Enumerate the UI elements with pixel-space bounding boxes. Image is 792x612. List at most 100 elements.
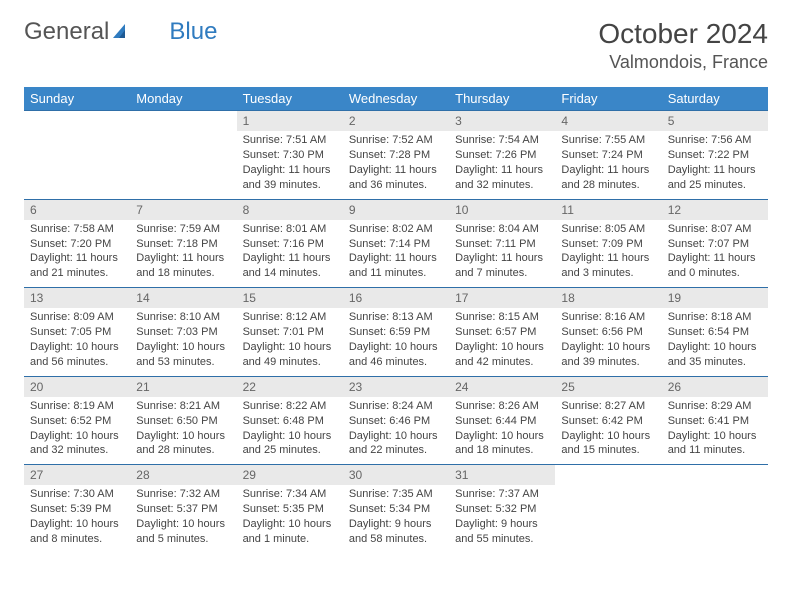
sunset-text: Sunset: 7:11 PM bbox=[455, 237, 549, 252]
col-sunday: Sunday bbox=[24, 87, 130, 111]
calendar-cell: 7 Sunrise: 7:59 AMSunset: 7:18 PMDaylight… bbox=[130, 199, 236, 288]
logo-sail-icon bbox=[111, 22, 131, 42]
calendar-cell bbox=[24, 111, 130, 200]
sunset-text: Sunset: 7:18 PM bbox=[136, 237, 230, 252]
day-number: 12 bbox=[662, 200, 768, 220]
sunset-text: Sunset: 6:52 PM bbox=[30, 414, 124, 429]
day-details: Sunrise: 7:56 AMSunset: 7:22 PMDaylight:… bbox=[662, 131, 768, 198]
day-details bbox=[24, 131, 130, 193]
logo: General Blue bbox=[24, 18, 217, 46]
calendar-cell bbox=[130, 111, 236, 200]
calendar-cell: 1Sunrise: 7:51 AMSunset: 7:30 PMDaylight… bbox=[237, 111, 343, 200]
calendar-week-row: 1Sunrise: 7:51 AMSunset: 7:30 PMDaylight… bbox=[24, 111, 768, 200]
day-details: Sunrise: 8:13 AMSunset: 6:59 PMDaylight:… bbox=[343, 308, 449, 375]
sunset-text: Sunset: 7:26 PM bbox=[455, 148, 549, 163]
sunset-text: Sunset: 6:41 PM bbox=[668, 414, 762, 429]
day-details: Sunrise: 8:22 AMSunset: 6:48 PMDaylight:… bbox=[237, 397, 343, 464]
calendar-cell: 29Sunrise: 7:34 AMSunset: 5:35 PMDayligh… bbox=[237, 465, 343, 553]
daylight-text: Daylight: 11 hours and 11 minutes. bbox=[349, 251, 443, 281]
sunset-text: Sunset: 7:28 PM bbox=[349, 148, 443, 163]
day-details: Sunrise: 7:54 AMSunset: 7:26 PMDaylight:… bbox=[449, 131, 555, 198]
sunrise-text: Sunrise: 7:59 AM bbox=[136, 222, 230, 237]
calendar-cell: 24Sunrise: 8:26 AMSunset: 6:44 PMDayligh… bbox=[449, 376, 555, 465]
daylight-text: Daylight: 11 hours and 32 minutes. bbox=[455, 163, 549, 193]
sunset-text: Sunset: 7:14 PM bbox=[349, 237, 443, 252]
calendar-cell: 17Sunrise: 8:15 AMSunset: 6:57 PMDayligh… bbox=[449, 288, 555, 377]
day-number: 4 bbox=[555, 111, 661, 131]
day-number bbox=[24, 111, 130, 131]
sunset-text: Sunset: 5:35 PM bbox=[243, 502, 337, 517]
calendar-header-row: Sunday Monday Tuesday Wednesday Thursday… bbox=[24, 87, 768, 111]
daylight-text: Daylight: 10 hours and 53 minutes. bbox=[136, 340, 230, 370]
calendar-cell: 6Sunrise: 7:58 AMSunset: 7:20 PMDaylight… bbox=[24, 199, 130, 288]
day-number: 7 bbox=[130, 200, 236, 220]
calendar-cell bbox=[662, 465, 768, 553]
day-details: Sunrise: 8:27 AMSunset: 6:42 PMDaylight:… bbox=[555, 397, 661, 464]
sunrise-text: Sunrise: 8:24 AM bbox=[349, 399, 443, 414]
sunrise-text: Sunrise: 8:29 AM bbox=[668, 399, 762, 414]
sunrise-text: Sunrise: 7:35 AM bbox=[349, 487, 443, 502]
sunset-text: Sunset: 6:57 PM bbox=[455, 325, 549, 340]
daylight-text: Daylight: 10 hours and 11 minutes. bbox=[668, 429, 762, 459]
day-details: Sunrise: 8:04 AMSunset: 7:11 PMDaylight:… bbox=[449, 220, 555, 287]
day-details: Sunrise: 8:29 AMSunset: 6:41 PMDaylight:… bbox=[662, 397, 768, 464]
day-number: 19 bbox=[662, 288, 768, 308]
day-details: Sunrise: 7:35 AMSunset: 5:34 PMDaylight:… bbox=[343, 485, 449, 552]
calendar-cell: 15Sunrise: 8:12 AMSunset: 7:01 PMDayligh… bbox=[237, 288, 343, 377]
sunrise-text: Sunrise: 8:27 AM bbox=[561, 399, 655, 414]
calendar-cell: 2Sunrise: 7:52 AMSunset: 7:28 PMDaylight… bbox=[343, 111, 449, 200]
daylight-text: Daylight: 10 hours and 5 minutes. bbox=[136, 517, 230, 547]
daylight-text: Daylight: 10 hours and 25 minutes. bbox=[243, 429, 337, 459]
sunrise-text: Sunrise: 7:51 AM bbox=[243, 133, 337, 148]
day-details: Sunrise: 8:01 AMSunset: 7:16 PMDaylight:… bbox=[237, 220, 343, 287]
sunset-text: Sunset: 6:54 PM bbox=[668, 325, 762, 340]
day-number: 1 bbox=[237, 111, 343, 131]
sunrise-text: Sunrise: 8:09 AM bbox=[30, 310, 124, 325]
sunrise-text: Sunrise: 7:54 AM bbox=[455, 133, 549, 148]
daylight-text: Daylight: 11 hours and 14 minutes. bbox=[243, 251, 337, 281]
daylight-text: Daylight: 10 hours and 22 minutes. bbox=[349, 429, 443, 459]
calendar-cell: 28Sunrise: 7:32 AMSunset: 5:37 PMDayligh… bbox=[130, 465, 236, 553]
day-details: Sunrise: 7:55 AMSunset: 7:24 PMDaylight:… bbox=[555, 131, 661, 198]
title-block: October 2024 Valmondois, France bbox=[598, 18, 768, 73]
title-month: October 2024 bbox=[598, 18, 768, 50]
day-number: 29 bbox=[237, 465, 343, 485]
sunrise-text: Sunrise: 7:32 AM bbox=[136, 487, 230, 502]
day-number: 10 bbox=[449, 200, 555, 220]
sunrise-text: Sunrise: 8:18 AM bbox=[668, 310, 762, 325]
day-number: 2 bbox=[343, 111, 449, 131]
day-number: 15 bbox=[237, 288, 343, 308]
logo-text-2: Blue bbox=[169, 18, 217, 46]
calendar-cell: 27Sunrise: 7:30 AMSunset: 5:39 PMDayligh… bbox=[24, 465, 130, 553]
sunrise-text: Sunrise: 7:52 AM bbox=[349, 133, 443, 148]
header: General Blue October 2024 Valmondois, Fr… bbox=[24, 18, 768, 73]
day-number: 5 bbox=[662, 111, 768, 131]
day-number: 13 bbox=[24, 288, 130, 308]
calendar-cell: 4Sunrise: 7:55 AMSunset: 7:24 PMDaylight… bbox=[555, 111, 661, 200]
sunrise-text: Sunrise: 8:26 AM bbox=[455, 399, 549, 414]
day-details: Sunrise: 8:10 AMSunset: 7:03 PMDaylight:… bbox=[130, 308, 236, 375]
daylight-text: Daylight: 10 hours and 18 minutes. bbox=[455, 429, 549, 459]
col-saturday: Saturday bbox=[662, 87, 768, 111]
sunset-text: Sunset: 7:16 PM bbox=[243, 237, 337, 252]
day-details: Sunrise: 7:58 AMSunset: 7:20 PMDaylight:… bbox=[24, 220, 130, 287]
sunrise-text: Sunrise: 8:21 AM bbox=[136, 399, 230, 414]
day-details bbox=[662, 485, 768, 547]
daylight-text: Daylight: 11 hours and 18 minutes. bbox=[136, 251, 230, 281]
calendar-cell bbox=[555, 465, 661, 553]
sunset-text: Sunset: 7:22 PM bbox=[668, 148, 762, 163]
calendar-cell: 30Sunrise: 7:35 AMSunset: 5:34 PMDayligh… bbox=[343, 465, 449, 553]
daylight-text: Daylight: 11 hours and 28 minutes. bbox=[561, 163, 655, 193]
daylight-text: Daylight: 11 hours and 0 minutes. bbox=[668, 251, 762, 281]
title-location: Valmondois, France bbox=[598, 52, 768, 73]
sunrise-text: Sunrise: 8:16 AM bbox=[561, 310, 655, 325]
day-number: 3 bbox=[449, 111, 555, 131]
day-details: Sunrise: 8:16 AMSunset: 6:56 PMDaylight:… bbox=[555, 308, 661, 375]
calendar-cell: 5Sunrise: 7:56 AMSunset: 7:22 PMDaylight… bbox=[662, 111, 768, 200]
calendar-week-row: 27Sunrise: 7:30 AMSunset: 5:39 PMDayligh… bbox=[24, 465, 768, 553]
day-number: 17 bbox=[449, 288, 555, 308]
calendar-cell: 10Sunrise: 8:04 AMSunset: 7:11 PMDayligh… bbox=[449, 199, 555, 288]
sunset-text: Sunset: 6:48 PM bbox=[243, 414, 337, 429]
sunset-text: Sunset: 6:44 PM bbox=[455, 414, 549, 429]
day-number: 8 bbox=[237, 200, 343, 220]
